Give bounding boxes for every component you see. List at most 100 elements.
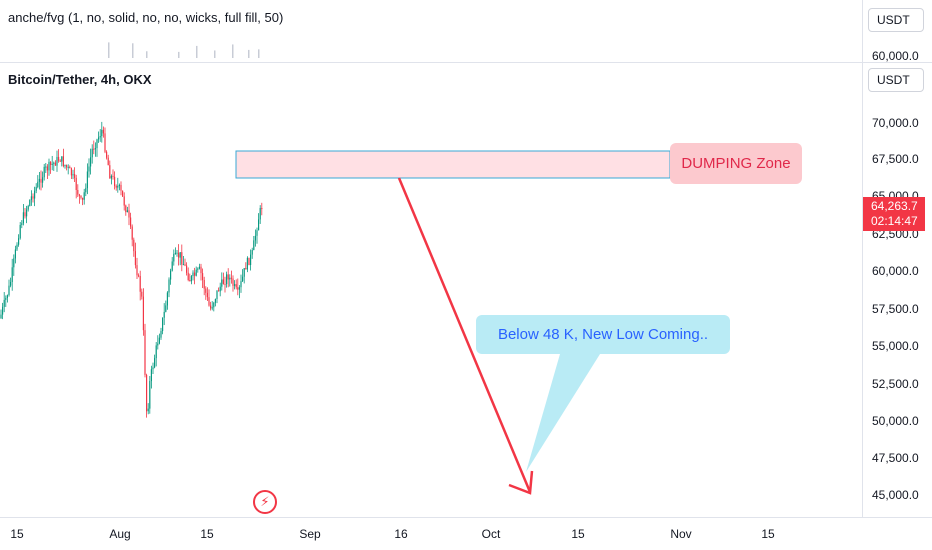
candle-body xyxy=(75,177,77,190)
time-label: 15 xyxy=(200,527,214,541)
candle-body xyxy=(42,177,44,183)
dumping-zone-rect[interactable] xyxy=(235,150,671,179)
candle-body xyxy=(202,273,204,281)
candle-body xyxy=(27,206,29,210)
volume-bar xyxy=(196,45,198,58)
candle-body xyxy=(218,290,220,292)
candle-body xyxy=(179,252,181,258)
candle-body xyxy=(120,184,122,191)
candle-body xyxy=(254,235,256,241)
candle-body xyxy=(208,297,210,306)
candle-body xyxy=(203,280,205,289)
candle-body xyxy=(86,171,88,189)
candle-body xyxy=(146,374,148,412)
candle-body xyxy=(14,249,16,259)
candle-body xyxy=(114,176,116,186)
time-label: 16 xyxy=(394,527,408,541)
candle-body xyxy=(10,282,12,286)
price-label: 67,500.0 xyxy=(872,152,919,166)
candle-body xyxy=(61,156,63,162)
price-label: 55,000.0 xyxy=(872,339,919,353)
candle-body xyxy=(125,205,127,213)
candle-body xyxy=(35,187,37,191)
candle-body xyxy=(2,306,4,315)
time-label: Aug xyxy=(109,527,131,541)
candle-body xyxy=(59,160,61,162)
candle-body xyxy=(64,165,66,167)
candle-body xyxy=(166,292,168,306)
candle-body xyxy=(6,295,8,298)
candle-body xyxy=(38,178,40,182)
candle-body xyxy=(187,272,189,280)
candle-body xyxy=(229,277,231,280)
candle-body xyxy=(3,299,5,307)
tradingview-lightning-icon[interactable]: ⚡ xyxy=(253,490,277,514)
candle-body xyxy=(139,276,141,292)
candle-body xyxy=(62,156,64,167)
indicator-legend[interactable]: anche/fvg (1, no, solid, no, no, wicks, … xyxy=(8,10,284,25)
candle-body xyxy=(109,165,111,179)
candle-body xyxy=(163,311,165,318)
candle-body xyxy=(72,174,74,176)
candle-body xyxy=(178,252,180,258)
candle-body xyxy=(54,162,56,166)
symbol-legend[interactable]: Bitcoin/Tether, 4h, OKX xyxy=(8,72,152,87)
price-label: 60,000.0 xyxy=(872,264,919,278)
candle-body xyxy=(261,208,263,210)
candle-body xyxy=(34,190,36,199)
candle-body xyxy=(219,286,221,292)
callout-label[interactable]: Below 48 K, New Low Coming.. xyxy=(476,315,730,354)
candle-body xyxy=(182,264,184,266)
candle-body xyxy=(195,269,197,276)
candle-body xyxy=(0,314,2,318)
time-label: Oct xyxy=(481,527,501,541)
top-pane-unit-button[interactable]: USDT xyxy=(868,8,924,32)
candle-body xyxy=(214,299,216,303)
candle-body xyxy=(96,139,98,149)
main-pane-unit-button[interactable]: USDT xyxy=(868,68,924,92)
time-axis-border xyxy=(0,517,932,518)
candle-body xyxy=(99,136,101,138)
candle-body xyxy=(136,265,138,276)
candle-body xyxy=(90,157,92,167)
pane-separator[interactable] xyxy=(0,62,932,63)
candle-body xyxy=(40,178,42,183)
candle-body xyxy=(234,284,236,286)
last-price-value: 64,263.7 xyxy=(871,199,918,213)
candle-body xyxy=(243,268,245,277)
price-label: 52,500.0 xyxy=(872,377,919,391)
candle-body xyxy=(170,270,172,280)
candle-body xyxy=(248,257,250,265)
candle-body xyxy=(168,279,170,293)
candle-body xyxy=(98,137,100,140)
candle-body xyxy=(194,272,196,276)
candle-body xyxy=(216,290,218,300)
candle-body xyxy=(93,148,95,150)
candle-body xyxy=(134,251,136,266)
candle-body xyxy=(171,261,173,271)
candle-body xyxy=(24,212,26,217)
candle-body xyxy=(192,272,194,277)
time-label: Sep xyxy=(299,527,321,541)
candle-body xyxy=(30,196,32,201)
trend-arrow-head xyxy=(508,470,534,495)
candle-body xyxy=(147,408,149,412)
candle-body xyxy=(88,166,90,172)
candle-body xyxy=(8,285,10,296)
candle-body xyxy=(110,175,112,179)
candle-body xyxy=(152,367,154,370)
price-chart[interactable] xyxy=(0,0,862,517)
dumping-zone-label[interactable]: DUMPING Zone xyxy=(670,143,802,184)
candle-body xyxy=(94,148,96,150)
candle-body xyxy=(242,276,244,282)
candle-body xyxy=(118,184,120,186)
trend-arrow[interactable] xyxy=(397,177,532,493)
candle-body xyxy=(246,257,248,270)
candle-body xyxy=(157,343,159,346)
candle-body xyxy=(66,165,68,168)
candle-body xyxy=(240,281,242,288)
time-label: 15 xyxy=(571,527,585,541)
candle-body xyxy=(29,200,31,207)
candle-body xyxy=(184,264,186,266)
candle-body xyxy=(133,239,135,252)
